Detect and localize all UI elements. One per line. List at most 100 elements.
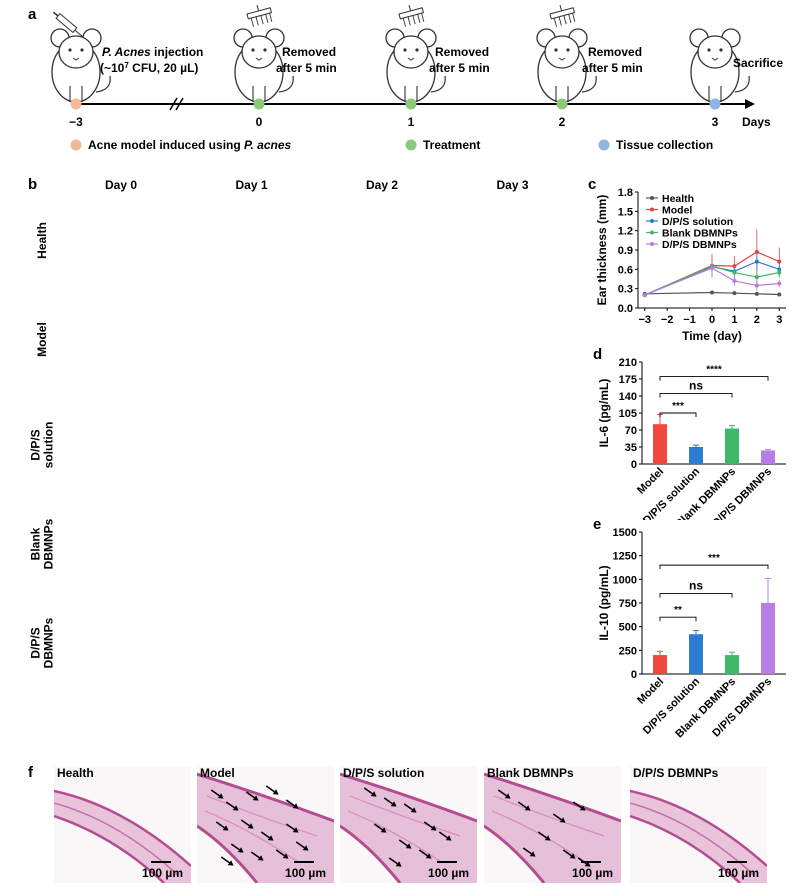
significance-bracket xyxy=(659,593,733,598)
arrow-icon xyxy=(245,791,259,801)
scale-bar xyxy=(727,861,747,863)
row-label: Blank DBMNPs xyxy=(28,496,55,591)
arrow-icon xyxy=(388,857,402,867)
panel-b-photo-grid: Day 0 Day 1 Day 2 Day 3 Health Model D/P/S solu… xyxy=(0,170,580,690)
significance-label: ns xyxy=(689,579,703,593)
epidermis xyxy=(197,772,334,823)
panel-a-timeline: P. Acnes injection (~107 CFU, 20 µL) Rem… xyxy=(40,0,800,165)
y-tick-label: 1500 xyxy=(613,527,637,539)
histology-panel: D/P/S solution 100 µm xyxy=(340,766,477,883)
legend-marker xyxy=(650,219,654,223)
epidermis xyxy=(54,789,191,867)
y-tick-label: 750 xyxy=(619,598,637,610)
cartilage xyxy=(630,802,756,877)
arrow-icon xyxy=(265,785,279,795)
panel-label-f: f xyxy=(28,764,33,781)
epidermis xyxy=(484,824,546,883)
timeline-step-5 xyxy=(689,28,750,110)
arrow-icon xyxy=(285,799,299,809)
data-point xyxy=(777,270,782,275)
arrow-icon xyxy=(230,843,244,853)
scale-label: 100 µm xyxy=(428,866,469,880)
y-tick-label: 1000 xyxy=(613,574,637,586)
y-tick-label: 105 xyxy=(619,408,637,420)
histology-graphic xyxy=(484,766,621,883)
x-axis-label: Time (day) xyxy=(682,329,742,343)
y-tick-label: 210 xyxy=(619,357,637,369)
panel-label-e: e xyxy=(593,516,602,533)
bar xyxy=(689,447,703,464)
arrow-icon xyxy=(220,856,234,866)
scale-label: 100 µm xyxy=(718,866,759,880)
data-point xyxy=(642,293,647,298)
data-point xyxy=(777,281,782,286)
legend-label: Model xyxy=(662,205,692,217)
legend-treatment: Treatment xyxy=(423,138,480,152)
bar xyxy=(653,655,667,674)
histology-title: D/P/S solution xyxy=(343,766,425,780)
epidermis xyxy=(630,814,741,883)
microneedle-icon xyxy=(246,4,273,27)
x-tick-label: Model xyxy=(635,466,666,497)
significance-bracket xyxy=(659,616,697,622)
arrow-icon xyxy=(225,801,239,811)
arrow-icon xyxy=(522,847,536,857)
legend-tissue: Tissue collection xyxy=(616,138,713,152)
x-tick-label: −1 xyxy=(683,314,696,326)
data-point xyxy=(754,259,759,264)
arrow-icon xyxy=(537,831,551,841)
arrow-icon xyxy=(215,821,229,831)
chart-d-il6: 0 35 70 105 140 175 210 IL-6 (pg/mL) Model D/P/S … xyxy=(590,350,800,530)
day-label: Day 0 xyxy=(104,178,138,192)
bar xyxy=(653,424,667,464)
data-point xyxy=(754,283,759,288)
arrow-icon xyxy=(418,849,432,859)
y-tick-label: 1250 xyxy=(613,551,637,563)
legend-acne: Acne model induced using P. acnes xyxy=(88,138,292,152)
row-label: D/P/S DBMNPs xyxy=(28,595,55,690)
histology-graphic xyxy=(197,766,334,883)
y-tick-label: 1.8 xyxy=(618,187,633,199)
y-tick-label: 0 xyxy=(631,459,637,471)
tissue-band xyxy=(630,791,767,883)
x-tick-label: 2 xyxy=(754,314,760,326)
row-label-line1: D/P/S xyxy=(28,428,42,461)
y-tick-label: 1.5 xyxy=(618,206,633,218)
legend-label: Blank DBMNPs xyxy=(662,228,738,240)
data-point xyxy=(777,259,782,264)
scale-bar xyxy=(294,861,314,863)
legend-label: D/P/S DBMNPs xyxy=(662,239,737,251)
day-label: Day 2 xyxy=(365,178,399,192)
panel-f-histology: Health 100 µm Model 100 µm D/P/S solution 100… xyxy=(0,762,804,892)
bar xyxy=(761,450,775,464)
epidermis xyxy=(197,824,259,883)
data-point xyxy=(710,290,714,295)
panel-label-d: d xyxy=(593,346,603,363)
step1-line2: (~107 CFU, 20 µL) xyxy=(100,61,198,76)
tick-2: 2 xyxy=(559,115,566,129)
x-tick-label: Model xyxy=(635,676,666,707)
histology-panel: Health 100 µm xyxy=(54,766,191,883)
arrow-icon xyxy=(403,803,417,813)
tissue-band xyxy=(54,791,191,883)
chart-e-il10: 0 250 500 750 1000 1250 1500 IL-10 (pg/mL) Model… xyxy=(590,520,800,750)
epidermis xyxy=(484,772,621,823)
y-tick-label: 0.6 xyxy=(618,264,633,276)
histology-title: Model xyxy=(200,766,235,780)
step4-line1: Removed xyxy=(588,45,642,59)
bar xyxy=(689,634,703,674)
scale-label: 100 µm xyxy=(285,866,326,880)
panel-label-b: b xyxy=(28,176,38,193)
tissue-band xyxy=(197,774,334,883)
data-point xyxy=(732,270,737,275)
row-label: Model xyxy=(35,292,49,387)
arrow-icon xyxy=(275,849,289,859)
scale-label: 100 µm xyxy=(142,866,183,880)
y-axis-label: Ear thickness (mm) xyxy=(595,195,609,306)
arrow-icon xyxy=(210,789,224,799)
x-tick-label: D/P/S DBMNPs xyxy=(710,466,774,520)
syringe-icon xyxy=(52,11,83,37)
epidermis xyxy=(340,772,477,823)
y-axis-label: IL-6 (pg/mL) xyxy=(597,379,611,448)
tick-m3: −3 xyxy=(69,115,83,129)
